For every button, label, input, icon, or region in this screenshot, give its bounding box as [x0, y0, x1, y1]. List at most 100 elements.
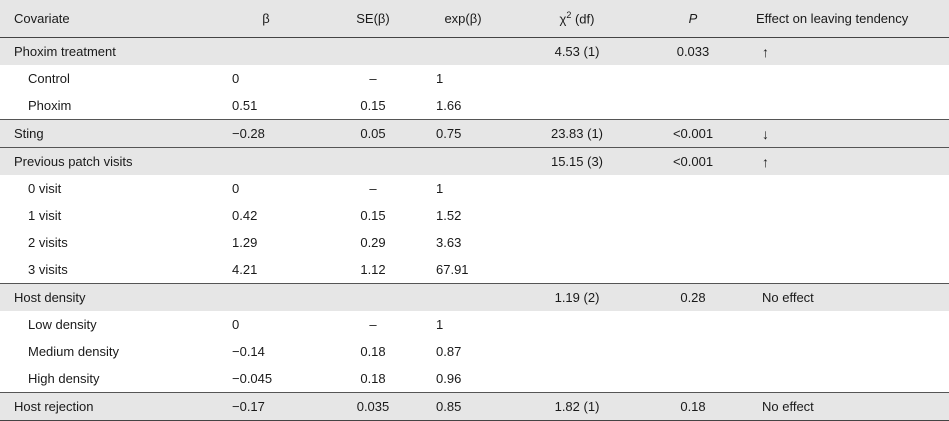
cell-covariate: Host rejection [0, 392, 200, 421]
cell-covariate: Medium density [0, 338, 200, 365]
cell-effect: ↑ [744, 147, 949, 175]
cell-exp: 1.66 [414, 92, 512, 120]
header-exp: exp(β) [414, 0, 512, 38]
table-row: High density −0.045 0.18 0.96 [0, 365, 949, 393]
cell-effect [744, 175, 949, 202]
cell-effect [744, 256, 949, 284]
cell-se [332, 37, 414, 65]
cell-chi2 [512, 202, 642, 229]
header-row: Covariate β SE(β) exp(β) χ2 (df) P Effec… [0, 0, 949, 38]
cell-p [642, 65, 744, 92]
cell-effect [744, 92, 949, 120]
cell-chi2: 1.82 (1) [512, 392, 642, 421]
table-header: Covariate β SE(β) exp(β) χ2 (df) P Effec… [0, 0, 949, 38]
cell-se [332, 147, 414, 175]
header-p: P [642, 0, 744, 38]
header-effect: Effect on leaving tendency [744, 0, 949, 38]
cell-effect [744, 338, 949, 365]
cell-covariate: 2 visits [0, 229, 200, 256]
cell-beta: −0.28 [200, 119, 332, 148]
header-se: SE(β) [332, 0, 414, 38]
cell-p [642, 311, 744, 338]
cell-covariate: Control [0, 65, 200, 92]
cell-beta: −0.17 [200, 392, 332, 421]
cell-chi2: 4.53 (1) [512, 37, 642, 65]
table-row: Phoxim 0.51 0.15 1.66 [0, 92, 949, 120]
cell-se: 0.05 [332, 119, 414, 148]
cell-se: – [332, 65, 414, 92]
table-row: 2 visits 1.29 0.29 3.63 [0, 229, 949, 256]
cell-p: 0.033 [642, 37, 744, 65]
table-row: 1 visit 0.42 0.15 1.52 [0, 202, 949, 229]
cell-chi2 [512, 311, 642, 338]
cell-covariate: 0 visit [0, 175, 200, 202]
cell-effect: ↑ [744, 37, 949, 65]
cell-covariate: Host density [0, 283, 200, 311]
cell-beta: 1.29 [200, 229, 332, 256]
cell-p [642, 175, 744, 202]
table-row: Control 0–1 [0, 65, 949, 92]
cell-effect: ↓ [744, 119, 949, 148]
cell-beta: 0 [200, 175, 332, 202]
cell-exp [414, 147, 512, 175]
cell-exp: 1 [414, 311, 512, 338]
cell-exp: 0.75 [414, 119, 512, 148]
cell-p: 0.28 [642, 283, 744, 311]
cell-effect [744, 365, 949, 393]
cell-effect [744, 65, 949, 92]
cell-se: – [332, 175, 414, 202]
cell-chi2 [512, 92, 642, 120]
cell-exp: 67.91 [414, 256, 512, 284]
cell-beta [200, 147, 332, 175]
cell-covariate: Phoxim [0, 92, 200, 120]
cell-se: – [332, 311, 414, 338]
table-row: Low density 0–1 [0, 311, 949, 338]
cell-covariate: High density [0, 365, 200, 393]
cell-exp: 0.96 [414, 365, 512, 393]
cell-beta: 0.51 [200, 92, 332, 120]
table-row: 3 visits 4.21 1.12 67.91 [0, 256, 949, 284]
cell-effect [744, 229, 949, 256]
cell-se [332, 283, 414, 311]
table-row: Medium density −0.14 0.18 0.87 [0, 338, 949, 365]
table-row-group: Sting −0.28 0.05 0.75 23.83 (1) <0.001 ↓ [0, 119, 949, 148]
header-covariate: Covariate [0, 0, 200, 38]
cell-se: 1.12 [332, 256, 414, 284]
cell-beta [200, 283, 332, 311]
cell-se: 0.18 [332, 365, 414, 393]
cell-exp: 0.85 [414, 392, 512, 421]
cell-exp: 3.63 [414, 229, 512, 256]
table-row: 0 visit 0–1 [0, 175, 949, 202]
cell-exp [414, 283, 512, 311]
cell-se: 0.035 [332, 392, 414, 421]
header-chi2-df: (df) [571, 11, 595, 27]
cell-covariate: Sting [0, 119, 200, 148]
cell-beta: 0 [200, 65, 332, 92]
cell-chi2: 15.15 (3) [512, 147, 642, 175]
cell-beta: 4.21 [200, 256, 332, 284]
cell-effect: No effect [744, 392, 949, 421]
cell-beta: 0 [200, 311, 332, 338]
cell-p [642, 256, 744, 284]
cell-covariate: Low density [0, 311, 200, 338]
cell-p: <0.001 [642, 119, 744, 148]
cell-p [642, 338, 744, 365]
cell-effect: No effect [744, 283, 949, 311]
table-row-group: Phoxim treatment 4.53 (1) 0.033 ↑ [0, 37, 949, 65]
cell-chi2 [512, 256, 642, 284]
cell-exp: 1 [414, 65, 512, 92]
cell-covariate: Phoxim treatment [0, 37, 200, 65]
cell-p [642, 365, 744, 393]
cell-se: 0.15 [332, 92, 414, 120]
cell-chi2 [512, 229, 642, 256]
cell-chi2 [512, 365, 642, 393]
header-chi2-superscript: 2 [566, 10, 572, 21]
cell-effect [744, 202, 949, 229]
cell-covariate: 1 visit [0, 202, 200, 229]
cell-chi2 [512, 338, 642, 365]
cell-p [642, 229, 744, 256]
table-body: Phoxim treatment 4.53 (1) 0.033 ↑ Control 0–1… [0, 37, 949, 421]
cell-effect [744, 311, 949, 338]
cell-exp: 1 [414, 175, 512, 202]
